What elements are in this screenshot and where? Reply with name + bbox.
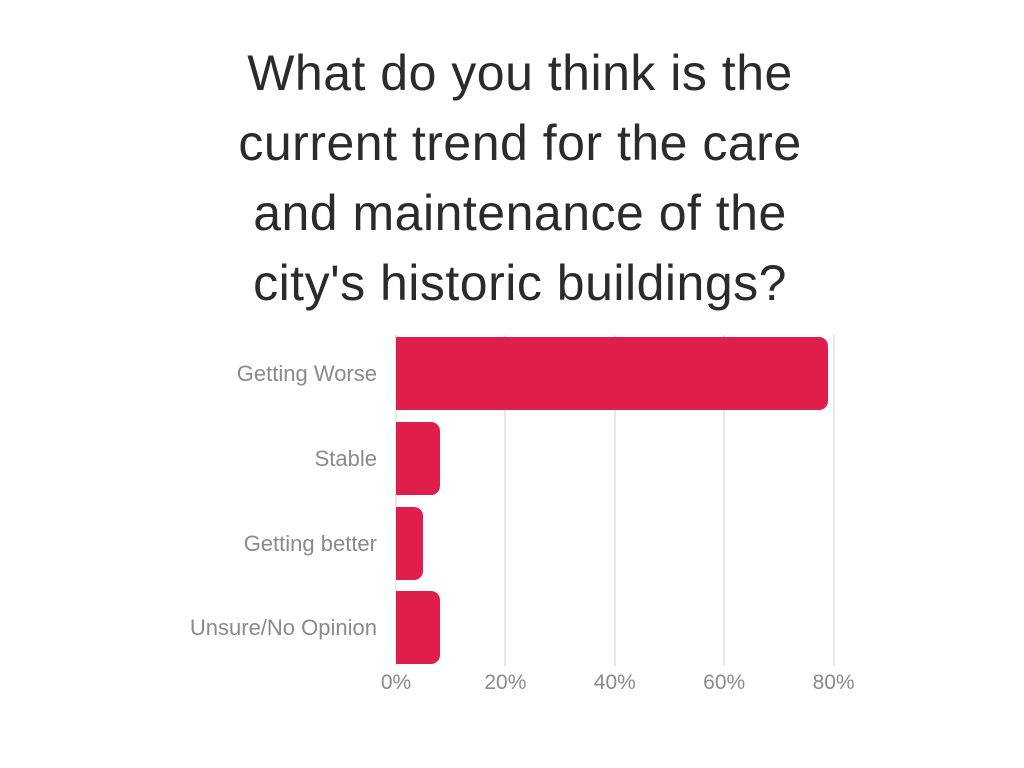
gridline-20 <box>504 335 507 666</box>
x-axis-tick-label: 80% <box>812 671 855 694</box>
category-label: Unsure/No Opinion <box>189 615 377 641</box>
bar-row: Getting Worse <box>0 337 1024 410</box>
chart-title-line: and maintenance of the <box>253 185 787 241</box>
category-label: Stable <box>314 445 377 471</box>
bar-row: Getting better <box>0 506 1024 580</box>
chart-title-line: What do you think is the <box>247 45 793 101</box>
category-label: Getting better <box>243 530 377 556</box>
gridline-40 <box>613 335 616 666</box>
x-axis-tick-label: 60% <box>703 671 746 694</box>
bar-unsure-no-opinion <box>396 591 440 665</box>
bar-stable <box>396 421 440 495</box>
bar-row: Unsure/No Opinion <box>0 591 1024 665</box>
chart-title: What do you think is the current trend f… <box>16 38 1024 318</box>
gridline-80 <box>832 335 835 666</box>
gridline-0 <box>395 335 397 666</box>
bar-getting-better <box>396 506 424 580</box>
gridline-60 <box>723 335 726 666</box>
bar-getting-worse <box>396 337 829 410</box>
x-axis-tick-label: 40% <box>593 671 636 694</box>
category-label: Getting Worse <box>236 361 377 386</box>
x-axis-tick-label: 20% <box>484 671 527 694</box>
bar-row: Stable <box>0 421 1024 495</box>
chart-title-line: current trend for the care <box>238 115 802 171</box>
x-axis-tick-label: 0% <box>380 671 412 694</box>
chart-title-line: city's historic buildings? <box>253 255 787 311</box>
